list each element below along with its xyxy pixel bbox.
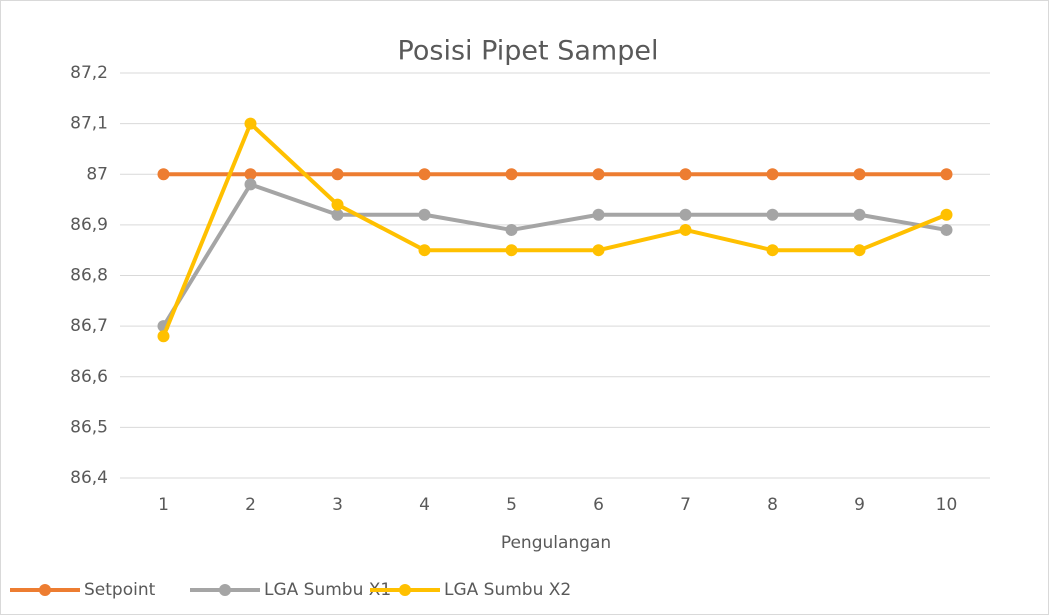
legend-label: LGA Sumbu X1 <box>264 580 391 600</box>
legend-marker <box>399 584 411 596</box>
point-marker <box>331 168 344 181</box>
point-marker <box>592 168 605 181</box>
point-marker <box>244 178 257 191</box>
point-marker <box>505 223 518 236</box>
point-marker <box>679 168 692 181</box>
legend-marker <box>219 584 231 596</box>
point-marker <box>592 208 605 221</box>
y-tick-label: 86,9 <box>70 215 108 235</box>
point-marker <box>244 168 257 181</box>
point-marker <box>418 168 431 181</box>
point-marker <box>766 244 779 257</box>
x-tick-label: 7 <box>680 495 691 515</box>
y-tick-label: 86,7 <box>70 316 108 336</box>
x-tick-label: 8 <box>767 495 778 515</box>
y-tick-label: 86,6 <box>70 367 108 387</box>
y-tick-label: 87 <box>86 164 108 184</box>
y-tick-label: 86,4 <box>70 468 108 488</box>
point-marker <box>853 244 866 257</box>
y-tick-label: 86,8 <box>70 266 108 286</box>
x-tick-label: 4 <box>419 495 430 515</box>
point-marker <box>679 208 692 221</box>
point-marker <box>853 208 866 221</box>
point-marker <box>766 208 779 221</box>
point-marker <box>940 168 953 181</box>
point-marker <box>157 330 170 343</box>
x-tick-label: 3 <box>332 495 343 515</box>
point-marker <box>331 208 344 221</box>
legend-label: Setpoint <box>84 580 156 600</box>
point-marker <box>505 168 518 181</box>
y-tick-label: 87,1 <box>70 114 108 134</box>
x-tick-label: 1 <box>158 495 169 515</box>
y-tick-label: 87,2 <box>70 63 108 83</box>
point-marker <box>940 223 953 236</box>
point-marker <box>244 117 257 130</box>
point-marker <box>418 244 431 257</box>
chart-title: Posisi Pipet Sampel <box>398 36 659 67</box>
x-tick-label: 2 <box>245 495 256 515</box>
point-marker <box>157 168 170 181</box>
series-line <box>161 182 947 328</box>
point-marker <box>766 168 779 181</box>
legend-marker <box>39 584 51 596</box>
point-marker <box>853 168 866 181</box>
x-tick-label: 5 <box>506 495 517 515</box>
point-marker <box>592 244 605 257</box>
point-marker <box>331 198 344 211</box>
x-tick-label: 10 <box>936 495 958 515</box>
point-marker <box>505 244 518 257</box>
point-marker <box>418 208 431 221</box>
legend-label: LGA Sumbu X2 <box>444 580 571 600</box>
x-tick-label: 9 <box>854 495 865 515</box>
x-axis-title: Pengulangan <box>501 533 611 553</box>
series-line <box>161 121 948 338</box>
point-marker <box>679 223 692 236</box>
y-tick-label: 86,5 <box>70 417 108 437</box>
point-marker <box>940 208 953 221</box>
x-tick-label: 6 <box>593 495 604 515</box>
